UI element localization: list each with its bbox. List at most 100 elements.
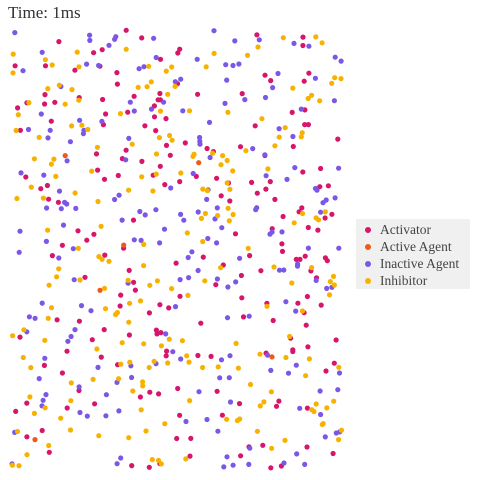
activator-point xyxy=(142,123,148,129)
activator-point xyxy=(99,47,105,53)
activator-point xyxy=(304,444,310,450)
activator-point xyxy=(162,182,168,188)
inhibitor-point xyxy=(269,445,275,451)
inhibitor-point xyxy=(184,353,190,359)
inactive-agent-point xyxy=(222,100,228,106)
inhibitor-point xyxy=(53,173,59,179)
activator-point xyxy=(166,305,172,311)
inactive-agent-point xyxy=(283,299,289,305)
activator-point xyxy=(39,427,45,434)
inactive-agent-point xyxy=(195,267,201,274)
activator-point xyxy=(59,242,65,248)
inactive-agent-point xyxy=(151,35,157,41)
activator-point xyxy=(322,255,328,261)
inactive-agent-point xyxy=(206,119,213,125)
inactive-agent-point xyxy=(56,255,62,261)
inactive-agent-point xyxy=(12,29,18,36)
legend-item-inactive-agent[interactable]: Inactive Agent xyxy=(356,255,470,272)
inactive-agent-point xyxy=(227,399,234,405)
inhibitor-point xyxy=(119,340,125,346)
inhibitor-point xyxy=(157,108,164,114)
inhibitor-point xyxy=(36,134,42,140)
activator-point xyxy=(49,253,56,259)
active-agent-point xyxy=(32,437,38,443)
activator-point xyxy=(297,256,303,262)
inhibitor-point xyxy=(117,111,124,117)
inhibitor-point xyxy=(9,462,15,468)
activator-point xyxy=(64,348,70,354)
inactive-agent-point xyxy=(103,392,109,398)
inhibitor-point xyxy=(163,68,169,74)
inhibitor-dot-icon xyxy=(365,277,371,284)
inactive-agent-point xyxy=(72,327,78,333)
inactive-agent-point xyxy=(313,277,319,283)
activator-point xyxy=(24,434,30,440)
inactive-agent-point xyxy=(270,85,276,91)
inhibitor-point xyxy=(322,209,328,215)
inhibitor-point xyxy=(179,338,185,344)
inhibitor-point xyxy=(153,151,160,157)
activator-point xyxy=(93,151,100,157)
inhibitor-point xyxy=(254,428,260,434)
inhibitor-point xyxy=(187,398,193,404)
inhibitor-point xyxy=(264,303,270,309)
inactive-agent-point xyxy=(142,212,148,218)
inactive-agent-point xyxy=(294,451,300,457)
activator-point xyxy=(157,163,163,169)
activator-point xyxy=(84,237,90,243)
activator-point xyxy=(146,310,152,316)
inhibitor-point xyxy=(21,327,27,333)
inhibitor-point xyxy=(203,64,209,70)
inactive-agent-point xyxy=(317,388,323,394)
inhibitor-point xyxy=(79,122,85,128)
activator-point xyxy=(213,282,219,288)
inhibitor-point xyxy=(224,416,230,422)
inhibitor-point xyxy=(158,343,164,349)
legend-item-active-agent[interactable]: Active Agent xyxy=(356,238,470,255)
inhibitor-point xyxy=(127,300,133,306)
inactive-agent-point xyxy=(157,240,163,246)
activator-point xyxy=(330,450,336,457)
inactive-agent-point xyxy=(131,237,137,243)
inhibitor-point xyxy=(72,190,78,196)
inhibitor-point xyxy=(230,211,236,218)
activator-point xyxy=(276,398,282,404)
activator-point xyxy=(123,27,129,33)
inactive-agent-point xyxy=(161,99,167,105)
activator-point xyxy=(100,96,106,103)
inactive-agent-point xyxy=(324,285,330,291)
inactive-agent-point xyxy=(189,249,195,255)
inhibitor-point xyxy=(14,428,21,435)
activator-point xyxy=(187,453,193,459)
inhibitor-point xyxy=(42,57,49,63)
inactive-agent-point xyxy=(227,353,233,359)
activator-point xyxy=(247,253,253,259)
inhibitor-point xyxy=(126,435,132,441)
inhibitor-point xyxy=(218,162,224,168)
inactive-agent-point xyxy=(247,445,253,451)
inactive-agent-point xyxy=(186,275,192,281)
inhibitor-point xyxy=(309,92,315,98)
activator-point xyxy=(273,403,280,409)
activator-point xyxy=(318,302,324,308)
inhibitor-point xyxy=(96,433,102,439)
inhibitor-point xyxy=(45,315,51,321)
inactive-agent-point xyxy=(116,408,122,414)
inactive-agent-point xyxy=(285,370,292,376)
activator-point xyxy=(46,449,52,455)
inhibitor-point xyxy=(202,210,208,217)
inactive-agent-point xyxy=(113,34,119,40)
activator-point xyxy=(54,317,60,323)
legend-label: Inhibitor xyxy=(380,272,428,288)
inactive-agent-point xyxy=(197,134,203,141)
inactive-agent-point xyxy=(225,284,231,290)
particle-points xyxy=(9,27,345,471)
legend-item-activator[interactable]: Activator xyxy=(356,221,470,238)
legend-item-inhibitor[interactable]: Inhibitor xyxy=(356,272,470,289)
inactive-agent-point xyxy=(119,217,125,223)
inhibitor-point xyxy=(69,123,75,129)
inhibitor-point xyxy=(148,79,154,85)
inactive-agent-dot-icon xyxy=(365,260,371,267)
inactive-agent-point xyxy=(254,205,260,211)
activator-point xyxy=(130,217,137,223)
